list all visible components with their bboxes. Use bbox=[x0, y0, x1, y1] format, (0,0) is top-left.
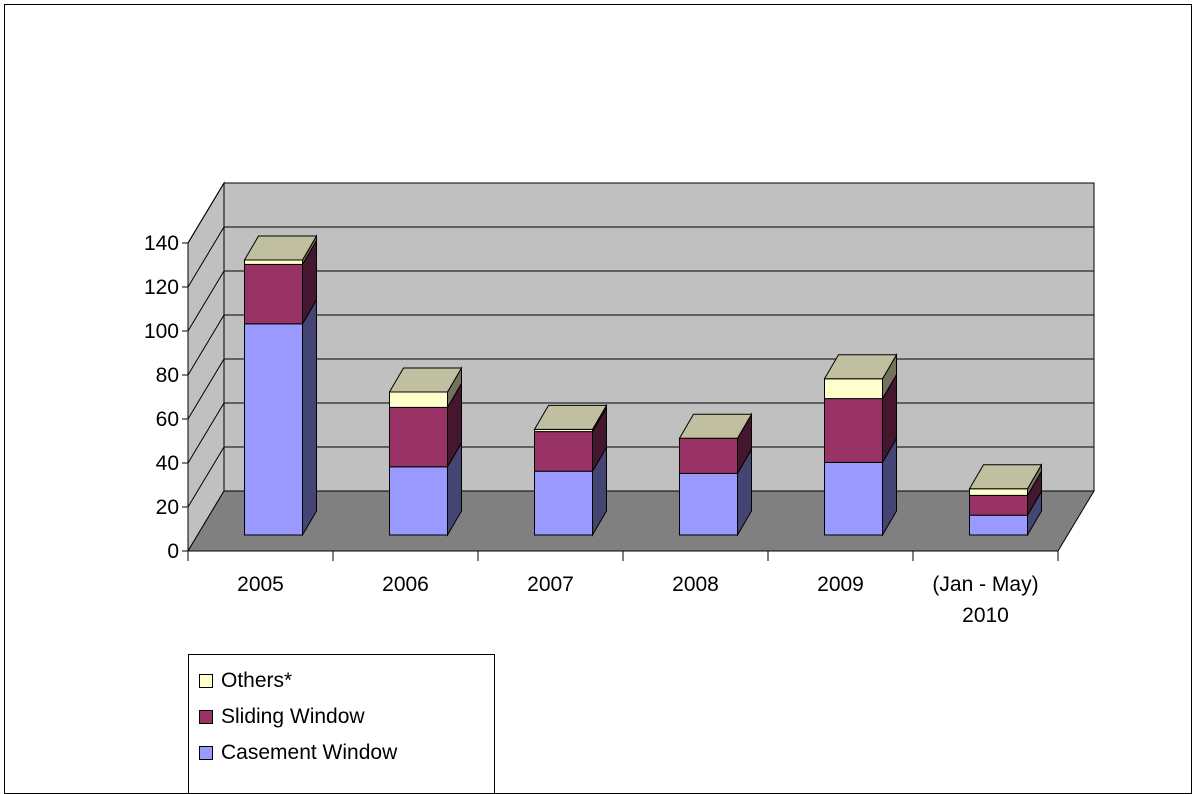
bar-segment bbox=[969, 514, 1028, 536]
y-tick-label: 100 bbox=[144, 320, 179, 343]
bar-top bbox=[388, 367, 463, 393]
side-wall bbox=[187, 181, 225, 553]
axes: 0 20 40 60 80 100 120 140 2005 2006 2007 2008 2009 (J… bbox=[144, 232, 1059, 627]
bar-segment bbox=[389, 406, 448, 468]
legend-item: Casement Window bbox=[199, 741, 397, 765]
gridline-side bbox=[187, 358, 225, 420]
bar-segment bbox=[679, 472, 738, 536]
legend-label: Sliding Window bbox=[221, 705, 365, 728]
gridline-side bbox=[187, 446, 225, 508]
x-tick-label: 2008 bbox=[672, 573, 719, 596]
bar-segment bbox=[534, 470, 593, 536]
legend-label: Others* bbox=[221, 669, 293, 692]
chart-walls bbox=[187, 181, 1095, 553]
x-tick-label: 2005 bbox=[237, 573, 284, 596]
gridline-side bbox=[187, 182, 225, 244]
bar-top bbox=[968, 464, 1043, 490]
bar-segment-side bbox=[302, 297, 317, 537]
y-tick-label: 120 bbox=[144, 276, 179, 299]
bar-top bbox=[823, 354, 898, 380]
legend-swatch bbox=[199, 674, 213, 688]
x-tick-label: 2009 bbox=[817, 573, 864, 596]
y-tick-label: 80 bbox=[156, 364, 179, 387]
bar-segment bbox=[389, 466, 448, 536]
legend-label: Casement Window bbox=[221, 741, 398, 764]
y-tick-label: 20 bbox=[156, 496, 179, 519]
bar-segment bbox=[244, 263, 303, 325]
bar-segment bbox=[679, 437, 738, 474]
bar-segment bbox=[969, 494, 1028, 516]
gridline-side bbox=[187, 226, 225, 288]
bar-segment bbox=[244, 259, 303, 265]
legend-swatch bbox=[199, 710, 213, 724]
gridlines bbox=[187, 182, 1094, 508]
bars bbox=[243, 234, 1043, 537]
back-wall bbox=[223, 182, 1095, 492]
bar-segment bbox=[389, 391, 448, 408]
bar-segment bbox=[824, 378, 883, 400]
gridline-side bbox=[187, 402, 225, 464]
x-tick-label: 2010 bbox=[962, 604, 1009, 627]
y-tick-label: 140 bbox=[144, 232, 179, 255]
bar-segment bbox=[824, 398, 883, 463]
x-tick-label: 2007 bbox=[527, 573, 574, 596]
bar-segment bbox=[244, 323, 303, 536]
y-tick-label: 60 bbox=[156, 408, 179, 431]
legend-item: Sliding Window bbox=[199, 705, 365, 729]
floor bbox=[187, 490, 1095, 552]
y-tick-label: 40 bbox=[156, 452, 179, 475]
legend-swatch bbox=[199, 746, 213, 760]
bar-top bbox=[533, 404, 608, 430]
bar-top bbox=[678, 413, 753, 439]
legend-item: Others* bbox=[199, 669, 292, 693]
gridline-side bbox=[187, 314, 225, 376]
bar-top bbox=[243, 235, 318, 261]
bar-segment bbox=[824, 461, 883, 536]
gridline-side bbox=[187, 270, 225, 332]
legend: Others* Sliding Window Casement Window bbox=[188, 654, 495, 794]
y-tick-label: 0 bbox=[167, 540, 179, 563]
x-tick-label: 2006 bbox=[382, 573, 429, 596]
bar-segment bbox=[534, 431, 593, 472]
x-tick-label: (Jan - May) bbox=[932, 573, 1038, 596]
bar-segment bbox=[969, 488, 1028, 496]
